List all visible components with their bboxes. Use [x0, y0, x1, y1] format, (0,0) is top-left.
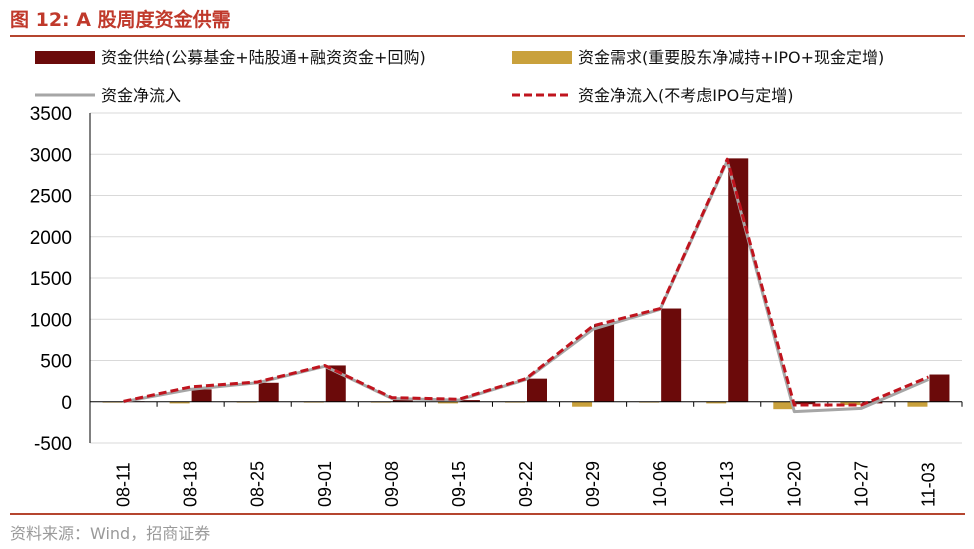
- legend-label-supply: 资金供给(公募基金+陆股通+融资资金+回购): [101, 48, 426, 67]
- x-tick-label: 08-18: [181, 461, 201, 507]
- x-tick-label: 09-29: [583, 461, 603, 507]
- y-tick-label: 500: [40, 352, 72, 373]
- line-net: [123, 159, 930, 414]
- bar-demand: [907, 401, 928, 407]
- x-tick-label: 08-11: [114, 462, 134, 507]
- legend-swatch-supply: [35, 51, 95, 64]
- x-tick-label: 09-08: [382, 461, 402, 507]
- bar-demand: [169, 401, 190, 404]
- x-tick-label: 09-01: [315, 461, 335, 507]
- y-tick-label: 3000: [30, 145, 72, 166]
- x-tick-label: 10-27: [851, 461, 871, 507]
- bar-demand: [773, 401, 794, 410]
- bar-supply: [191, 389, 212, 402]
- bar-supply: [594, 324, 615, 402]
- x-tick-label: 09-15: [449, 461, 469, 507]
- bar-supply: [392, 399, 413, 402]
- legend-label-demand: 资金需求(重要股东净减持+IPO+现金定增): [578, 48, 884, 67]
- title-rule: [10, 35, 965, 37]
- bar-supply: [661, 308, 682, 402]
- axes: [89, 113, 963, 443]
- bar-supply: [459, 400, 480, 402]
- legend-label-net-excl: 资金净流入(不考虑IPO与定增): [578, 86, 793, 105]
- figure-title: 图 12: A 股周度资金供需: [10, 9, 231, 31]
- bar-demand: [706, 401, 727, 404]
- legend-swatch-demand: [512, 51, 572, 64]
- gridlines: [90, 112, 962, 444]
- x-tick-label: 11-03: [918, 462, 938, 507]
- y-tick-label: 2500: [30, 187, 72, 208]
- x-tick-label: 10-06: [650, 461, 670, 507]
- bar-supply: [527, 378, 547, 402]
- y-tick-label: 2000: [30, 228, 72, 249]
- bar-supply: [258, 382, 279, 402]
- y-tick-label: -500: [34, 434, 72, 455]
- x-tick-label: 09-22: [516, 461, 536, 507]
- x-tick-label: 10-20: [784, 461, 804, 507]
- bar-demand: [437, 401, 458, 404]
- bar-supply: [929, 374, 950, 402]
- x-tick-label: 08-25: [248, 461, 268, 507]
- legend-label-net: 资金净流入: [101, 86, 181, 105]
- lines: [123, 157, 930, 414]
- source-note: 资料来源：Wind，招商证券: [10, 524, 211, 543]
- legend: 资金供给(公募基金+陆股通+融资资金+回购) 资金需求(重要股东净减持+IPO+…: [35, 48, 884, 105]
- y-tick-labels: -500 0 500 1000 1500 2000 2500 3000 3500: [30, 104, 72, 455]
- x-tick-labels: 08-11 08-18 08-25 09-01 09-08 09-15 09-22 09-29…: [114, 461, 939, 507]
- bar-demand: [840, 401, 861, 406]
- line-net-excl: [123, 157, 930, 407]
- bar-supply: [795, 401, 816, 405]
- y-tick-label: 1000: [30, 310, 72, 331]
- x-tick-label: 10-13: [717, 461, 737, 507]
- y-tick-label: 0: [61, 393, 72, 414]
- y-tick-label: 1500: [30, 269, 72, 290]
- y-tick-label: 3500: [30, 104, 72, 125]
- bar-demand: [572, 401, 593, 407]
- bottom-rule: [10, 513, 965, 515]
